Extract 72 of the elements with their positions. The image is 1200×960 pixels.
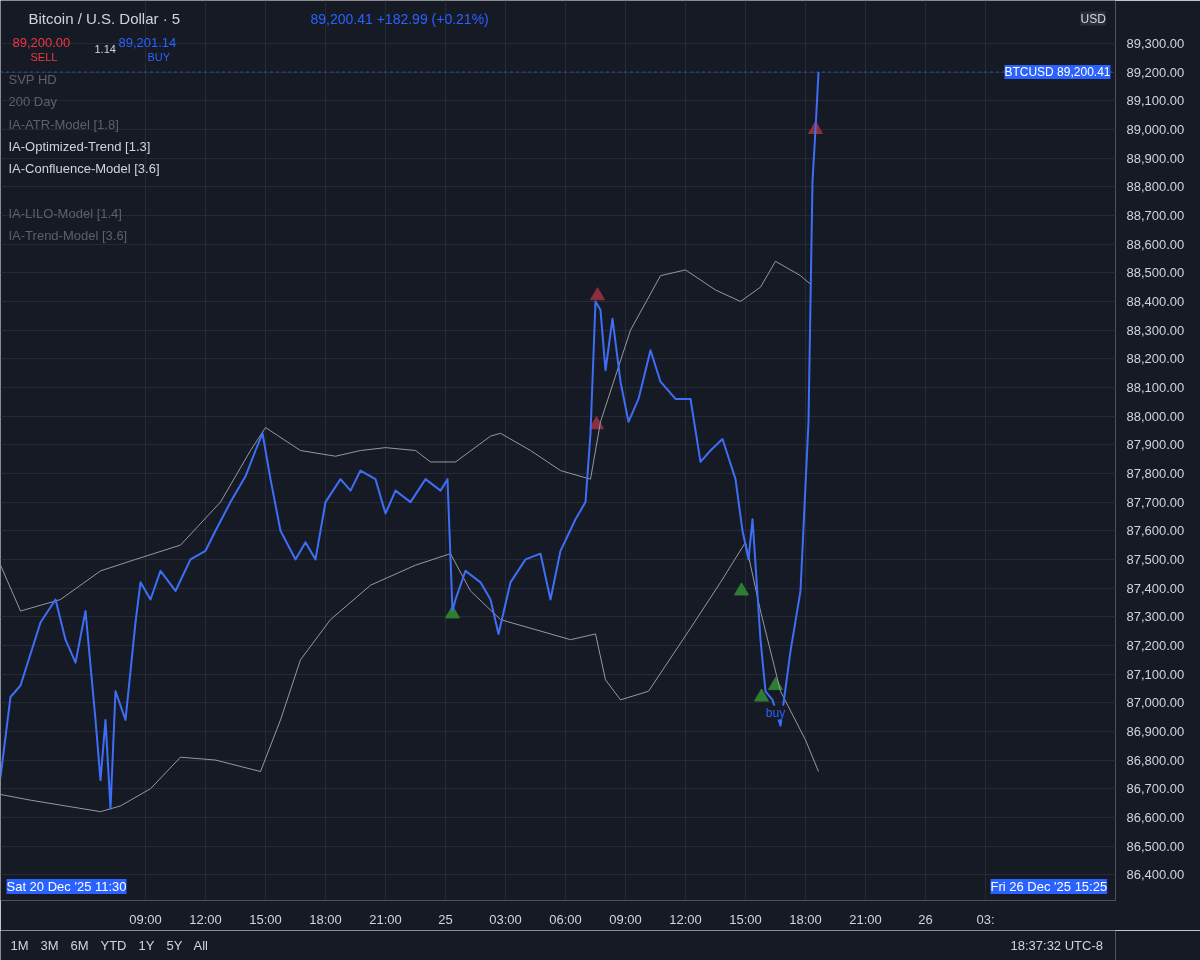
y-tick-label: 89,200.00 [1126, 64, 1185, 80]
y-tick-label: 88,100.00 [1126, 379, 1185, 395]
y-tick-label: 87,900.00 [1126, 437, 1185, 453]
x-tick-label: 03: [976, 911, 995, 927]
y-tick-label: 86,700.00 [1126, 781, 1185, 797]
annotation: SELL [30, 50, 58, 63]
y-tick-label: 88,500.00 [1126, 265, 1185, 281]
annotation: IA-Confluence-Model [3.6] [8, 161, 160, 176]
x-tick-label: 18:00 [789, 911, 822, 927]
y-tick-label: 87,000.00 [1126, 695, 1185, 711]
x-tick-label: 25 [438, 911, 453, 927]
annotation: BUY [147, 50, 171, 63]
y-tick-label: 87,100.00 [1126, 666, 1185, 682]
x-tick-label: 06:00 [549, 911, 582, 927]
y-tick-label: 88,800.00 [1126, 179, 1185, 195]
annotation: 89,201.14 [118, 35, 177, 50]
y-tick-label: 87,700.00 [1126, 494, 1185, 510]
y-tick-label: 86,500.00 [1126, 838, 1185, 854]
x-tick-label: 15:00 [729, 911, 762, 927]
y-tick-label: 87,300.00 [1126, 609, 1185, 625]
annotation: USD [1080, 11, 1107, 26]
y-tick-label: 88,700.00 [1126, 207, 1185, 223]
annotation: 200 Day [8, 94, 58, 109]
y-tick-label: 89,000.00 [1126, 121, 1185, 137]
y-tick-label: 88,900.00 [1126, 150, 1185, 166]
x-tick-label: 15:00 [249, 911, 282, 927]
annotation: IA-Optimized-Trend [1.3] [8, 139, 151, 154]
y-tick-label: 86,400.00 [1126, 867, 1185, 883]
annotation: 1.14 [94, 42, 116, 55]
x-tick-label: 21:00 [849, 911, 882, 927]
x-tick-label: 09:00 [129, 911, 162, 927]
annotation: IA-LILO-Model [1.4] [8, 206, 122, 221]
annotation: SVP HD [8, 72, 57, 87]
text: 1M [10, 938, 29, 953]
x-tick-label: 26 [918, 911, 933, 927]
x-tick-label: 21:00 [369, 911, 402, 927]
annotation: Fri 26 Dec '25 15:25 [990, 879, 1108, 894]
annotation: Sat 20 Dec '25 11:30 [6, 879, 127, 894]
y-tick-label: 86,600.00 [1126, 809, 1185, 825]
text: All [193, 938, 209, 953]
x-tick-label: 09:00 [609, 911, 642, 927]
ref-line-label: BTCUSD 89,200.41 [1004, 65, 1111, 80]
y-tick-label: 87,400.00 [1126, 580, 1185, 596]
y-tick-label: 89,100.00 [1126, 93, 1185, 109]
text: 5Y [166, 938, 183, 953]
text: YTD [100, 938, 127, 953]
y-tick-label: 88,200.00 [1126, 351, 1185, 367]
text: 1Y [138, 938, 155, 953]
annotation: buy [765, 705, 786, 720]
text: 6M [70, 938, 89, 953]
y-tick-label: 87,200.00 [1126, 637, 1185, 653]
annotation: IA-ATR-Model [1.8] [8, 117, 119, 132]
y-tick-label: 88,400.00 [1126, 293, 1185, 309]
y-tick-label: 88,000.00 [1126, 408, 1185, 424]
y-tick-label: 87,600.00 [1126, 523, 1185, 539]
text: 3M [40, 938, 59, 953]
y-tick-label: 89,300.00 [1126, 35, 1185, 51]
annotation: 89,200.00 [12, 35, 71, 50]
y-tick-label: 88,300.00 [1126, 322, 1185, 338]
y-tick-label: 86,800.00 [1126, 752, 1185, 768]
text: Bitcoin / U.S. Dollar · 5 [28, 10, 181, 27]
text: 89,200.41 +182.99 (+0.21%) [310, 10, 489, 27]
text: 18:37:32 UTC-8 [1010, 938, 1103, 953]
y-tick-label: 86,900.00 [1126, 723, 1185, 739]
x-tick-label: 12:00 [189, 911, 222, 927]
y-tick-label: 88,600.00 [1126, 236, 1185, 252]
x-tick-label: 12:00 [669, 911, 702, 927]
y-tick-label: 87,500.00 [1126, 551, 1185, 567]
x-tick-label: 18:00 [309, 911, 342, 927]
annotation: IA-Trend-Model [3.6] [8, 228, 128, 243]
y-tick-label: 87,800.00 [1126, 465, 1185, 481]
x-tick-label: 03:00 [489, 911, 522, 927]
